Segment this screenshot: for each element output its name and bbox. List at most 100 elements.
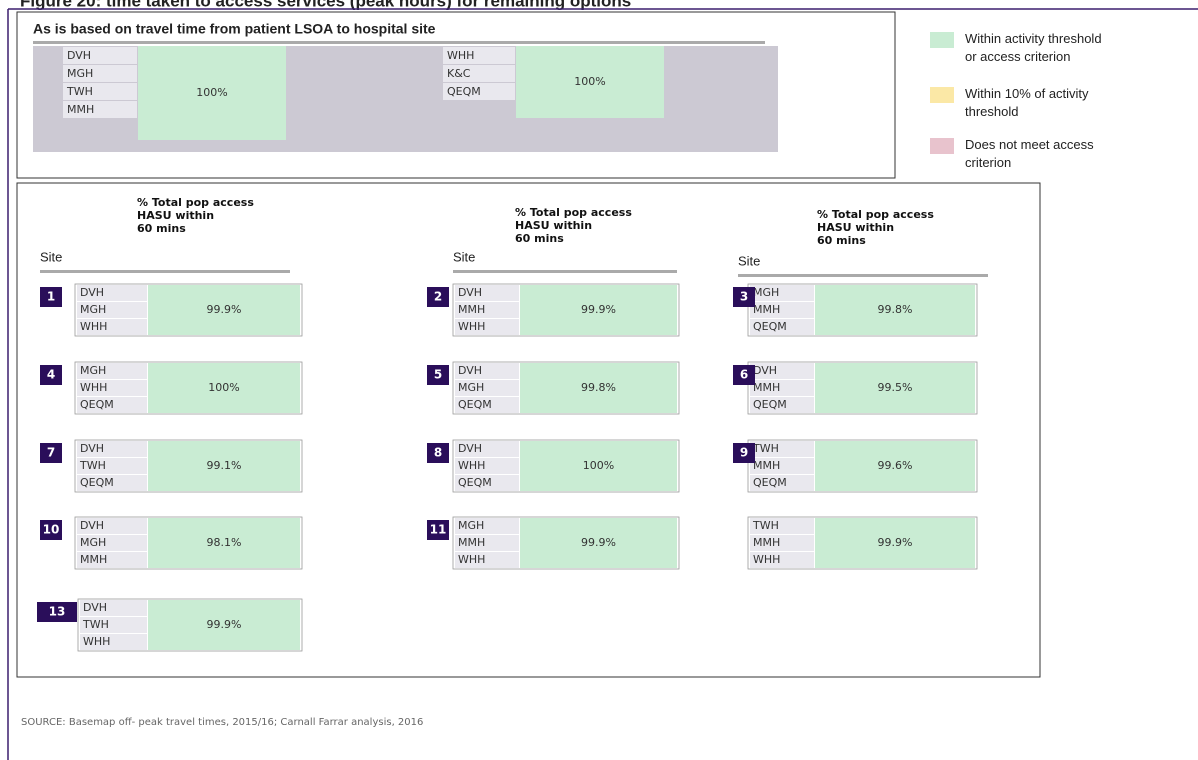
value: 100%	[583, 459, 614, 472]
site-cell	[750, 552, 814, 568]
site-cell	[455, 518, 519, 534]
option-number: 6	[740, 368, 748, 382]
site-name: QEQM	[447, 85, 481, 98]
value-cell	[815, 285, 975, 335]
site-cell	[455, 380, 519, 396]
site-cell	[77, 441, 147, 457]
option-border	[747, 361, 978, 415]
site-cell	[77, 518, 147, 534]
site-name: TWH	[752, 442, 779, 455]
site-name: MGH	[458, 519, 484, 532]
option-number: 8	[434, 446, 442, 460]
site-name: MGH	[80, 536, 106, 549]
value: 99.8%	[878, 303, 913, 316]
option-border	[74, 516, 303, 570]
site-name: WHH	[458, 459, 485, 472]
site-cell	[77, 285, 147, 301]
value-cell	[815, 363, 975, 413]
site-name: DVH	[80, 286, 104, 299]
site-cell	[77, 363, 147, 379]
site-name: QEQM	[458, 398, 492, 411]
site-cell	[77, 458, 147, 474]
legend-label: Within 10% of activity threshold	[965, 86, 1089, 119]
option-number: 1	[47, 290, 55, 304]
option-border	[74, 361, 303, 415]
option-border	[747, 283, 978, 337]
site-cell	[77, 319, 147, 335]
option-border	[77, 598, 303, 652]
site-name: MGH	[67, 67, 93, 80]
option-number: 7	[47, 446, 55, 460]
option-number-box	[733, 365, 755, 385]
option-border	[747, 439, 978, 493]
site-cell	[750, 319, 814, 335]
site-cell	[77, 475, 147, 491]
site-cell	[455, 441, 519, 457]
value: 99.1%	[207, 459, 242, 472]
option-number-box	[427, 443, 449, 463]
site-name: DVH	[458, 364, 482, 377]
site-name: TWH	[752, 519, 779, 532]
option-border	[747, 516, 978, 570]
value: 99.9%	[581, 303, 616, 316]
option-number: 9	[740, 446, 748, 460]
site-name: MMH	[80, 553, 107, 566]
site-cell	[443, 83, 515, 100]
site-cell	[63, 65, 137, 82]
value-cell	[148, 441, 300, 491]
site-name: MMH	[753, 303, 780, 316]
option-number: 4	[47, 368, 55, 382]
site-name: MGH	[80, 364, 106, 377]
option-number: 13	[49, 605, 66, 619]
site-name: WHH	[458, 553, 485, 566]
site-cell	[455, 285, 519, 301]
value: 99.9%	[878, 536, 913, 549]
option-number: 11	[430, 523, 447, 537]
column-header: % Total pop access HASU within 60 mins	[137, 196, 254, 235]
value-cell	[815, 441, 975, 491]
site-name: QEQM	[753, 320, 787, 333]
site-name: QEQM	[80, 476, 114, 489]
value: 99.9%	[207, 303, 242, 316]
site-cell	[455, 397, 519, 413]
site-cell	[455, 363, 519, 379]
site-cell	[750, 302, 814, 318]
site-name: MMH	[753, 381, 780, 394]
option-number: 3	[740, 290, 748, 304]
value: 99.6%	[878, 459, 913, 472]
site-cell	[443, 65, 515, 82]
option-number-box	[427, 365, 449, 385]
value-cell	[148, 600, 300, 650]
site-cell	[750, 475, 814, 491]
value: 100%	[196, 86, 227, 99]
site-label: Site	[738, 253, 760, 268]
option-number: 2	[434, 290, 442, 304]
value: 99.5%	[878, 381, 913, 394]
site-cell	[77, 302, 147, 318]
site-name: TWH	[66, 85, 93, 98]
site-name: TWH	[82, 618, 109, 631]
source: SOURCE: Basemap off- peak travel times, …	[21, 717, 423, 728]
column-header: % Total pop access HASU within 60 mins	[817, 208, 934, 247]
option-number-box	[427, 520, 449, 540]
site-cell	[77, 535, 147, 551]
top-box	[16, 11, 896, 179]
site-cell	[455, 319, 519, 335]
site-name: DVH	[80, 442, 104, 455]
site-cell	[63, 83, 137, 100]
option-number-box	[733, 287, 755, 307]
site-name: MMH	[458, 303, 485, 316]
site-name: WHH	[80, 320, 107, 333]
underline	[453, 270, 677, 273]
legend-swatch	[930, 138, 954, 154]
site-name: WHH	[83, 635, 110, 648]
option-number-box	[40, 287, 62, 307]
site-cell	[750, 363, 814, 379]
option-number: 5	[434, 368, 442, 382]
site-cell	[750, 458, 814, 474]
legend-swatch	[930, 32, 954, 48]
legend-swatch	[930, 87, 954, 103]
value: 100%	[574, 75, 605, 88]
value: 99.9%	[581, 536, 616, 549]
value-cell	[516, 46, 664, 118]
